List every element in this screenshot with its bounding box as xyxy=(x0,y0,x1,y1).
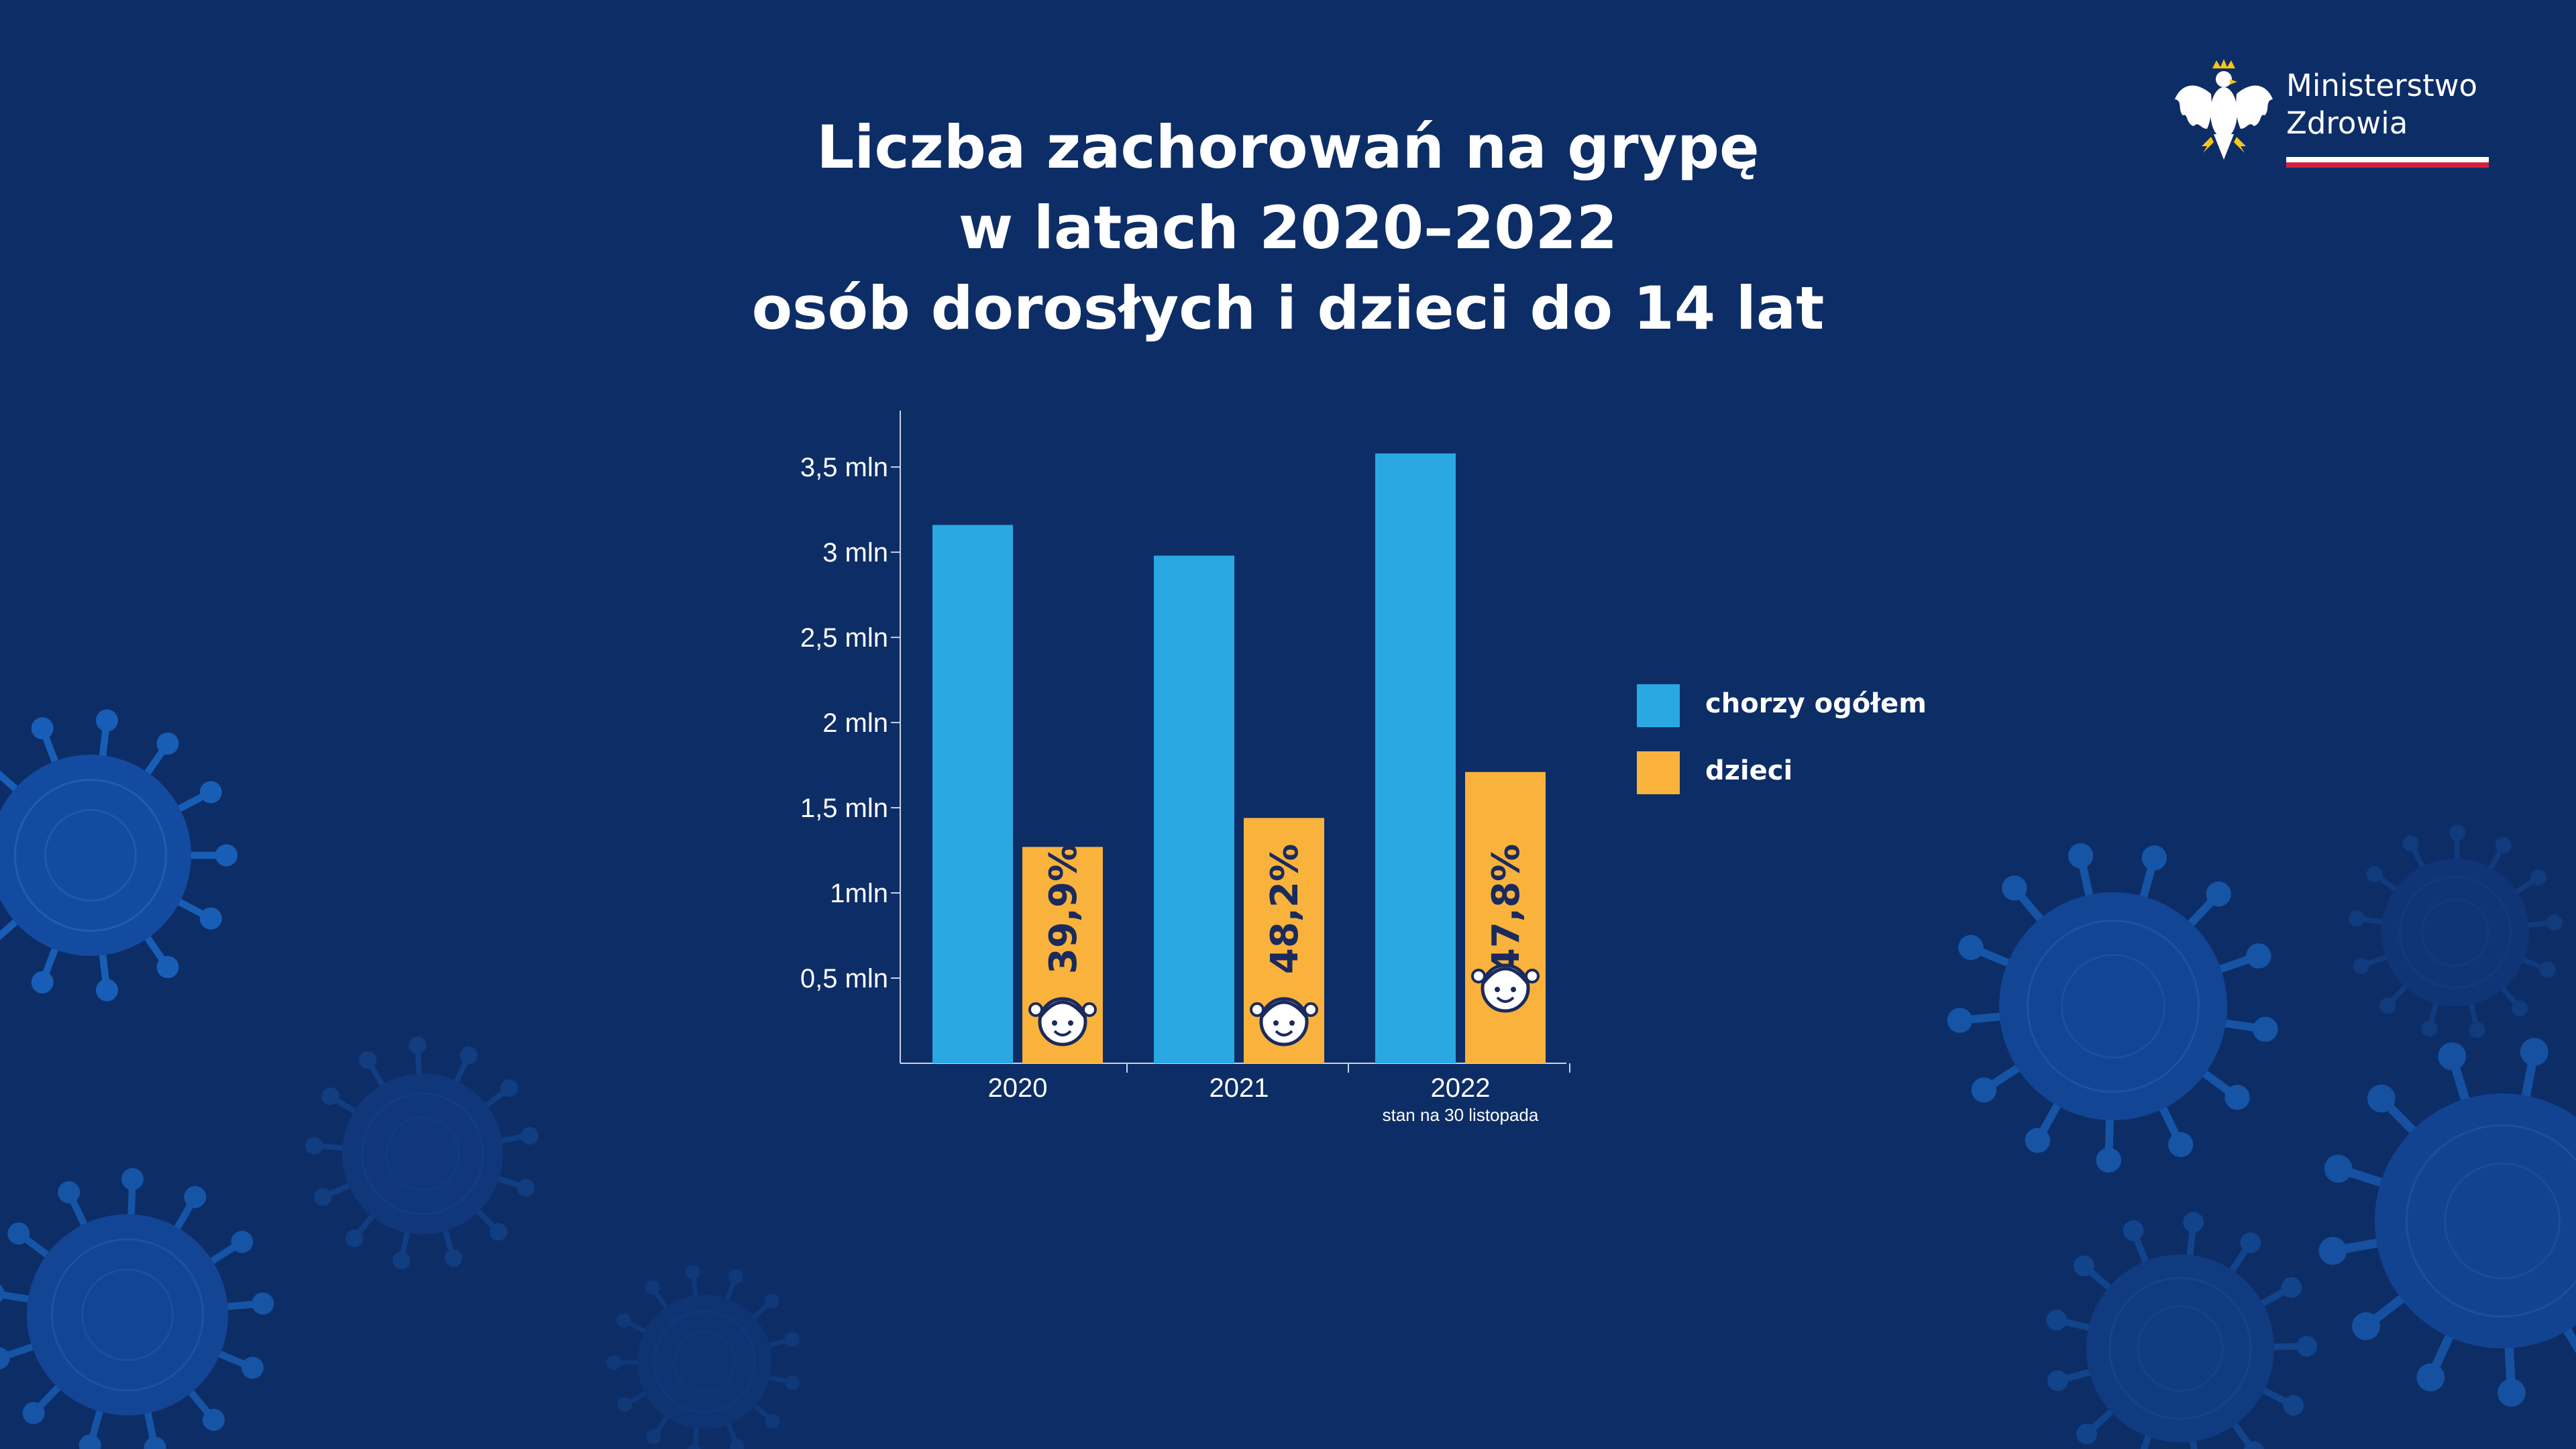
y-tick-label: 1mln xyxy=(830,879,888,908)
virus-icon xyxy=(2348,824,2563,1038)
bar-total-2020 xyxy=(932,525,1013,1063)
bar-total-2022 xyxy=(1375,453,1456,1063)
title-line-2: w latach 2020–2022 xyxy=(958,193,1618,262)
legend-swatch-total xyxy=(1637,684,1680,727)
title-line-1: Liczba zachorowań na grypę xyxy=(816,113,1760,182)
x-category-label: 2020 xyxy=(988,1073,1048,1103)
logo-flag-stripe xyxy=(2286,157,2489,168)
eagle-emblem-icon xyxy=(2175,59,2273,160)
chart-bars xyxy=(932,453,1546,1063)
child-face-icon xyxy=(1250,997,1318,1046)
x-category-note: stan na 30 listopada xyxy=(1383,1105,1539,1125)
chart-title: Liczba zachorowań na grypę w latach 2020… xyxy=(0,107,2576,349)
chart-labels: 0,5 mln 1mln 1,5 mln 2 mln 2,5 mln 3 mln 3,5 m… xyxy=(800,453,1540,1125)
child-face-icon xyxy=(1028,997,1097,1046)
legend-swatch-children xyxy=(1637,751,1680,794)
bar-percent-label: 39,9% xyxy=(1042,844,1085,974)
y-tick-label: 3 mln xyxy=(822,538,888,568)
title-line-3: osób dorosłych i dzieci do 14 lat xyxy=(751,274,1825,343)
y-tick-label: 2,5 mln xyxy=(800,623,888,653)
child-face-icon xyxy=(1471,963,1540,1013)
x-category-label: 2022 xyxy=(1431,1073,1491,1103)
virus-icon xyxy=(1947,843,2278,1173)
bar-total-2021 xyxy=(1154,555,1234,1063)
virus-icon xyxy=(0,709,237,1002)
logo-text: Ministerstwo Zdrowia xyxy=(2286,67,2477,142)
y-tick-label: 0,5 mln xyxy=(800,964,888,994)
virus-icon xyxy=(0,1168,274,1449)
ministry-logo: Ministerstwo Zdrowia xyxy=(2174,59,2489,173)
bar-children-2022 xyxy=(1465,771,1546,1063)
bar-percent-label: 47,8% xyxy=(1485,844,1528,974)
legend-label-children: dzieci xyxy=(1705,755,1793,786)
virus-icon xyxy=(2046,1212,2318,1449)
y-tick-label: 1,5 mln xyxy=(800,794,888,823)
logo-line-2: Zdrowia xyxy=(2286,105,2408,141)
virus-icon xyxy=(2318,1038,2576,1407)
virus-icon xyxy=(606,1265,800,1449)
y-tick-label: 2 mln xyxy=(822,708,888,738)
y-tick-label: 3,5 mln xyxy=(800,453,888,482)
bar-percent-label: 48,2% xyxy=(1263,844,1307,974)
legend-label-total: chorzy ogółem xyxy=(1705,688,1927,719)
x-category-label: 2021 xyxy=(1210,1073,1269,1103)
logo-line-1: Ministerstwo xyxy=(2286,68,2478,103)
virus-icon xyxy=(305,1036,539,1270)
